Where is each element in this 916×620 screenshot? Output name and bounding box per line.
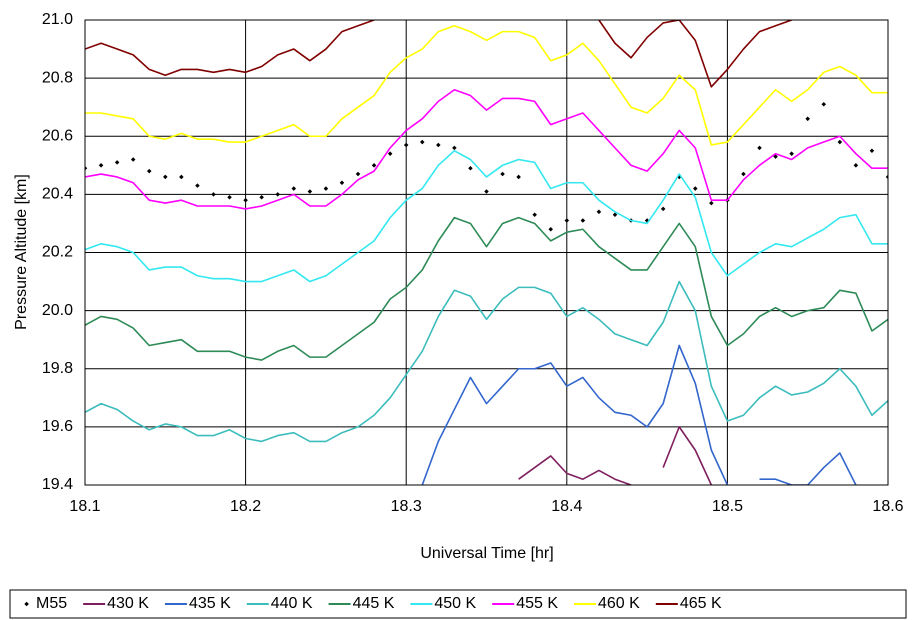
series-line <box>85 20 792 88</box>
series-line <box>421 344 857 485</box>
series-line <box>85 88 888 210</box>
y-tick-label: 20.8 <box>42 69 73 86</box>
marker <box>516 174 521 180</box>
y-tick-label: 19.8 <box>42 360 73 377</box>
y-axis-label: Pressure Altitude [km] <box>13 174 30 330</box>
marker <box>130 157 136 162</box>
marker <box>371 163 377 168</box>
marker <box>709 200 714 206</box>
marker <box>789 151 794 156</box>
marker <box>307 189 313 194</box>
marker <box>259 195 264 200</box>
series-line <box>85 25 888 146</box>
marker <box>548 226 554 232</box>
marker <box>355 171 361 177</box>
axes: 19.4 19.6 19.8 20.0 20.2 20.4 20.6 20.8 21.0 18.1… <box>42 11 904 515</box>
legend-label: 465 K <box>680 595 722 612</box>
series-line <box>85 280 888 443</box>
marker <box>403 142 409 148</box>
marker <box>243 197 248 203</box>
marker <box>163 174 168 180</box>
marker <box>869 148 875 154</box>
grid <box>84 19 889 486</box>
legend-box <box>9 589 907 619</box>
legend-label: 430 K <box>107 595 149 612</box>
legend-label: 435 K <box>189 595 231 612</box>
marker <box>596 209 602 215</box>
y-tick-label: 21.0 <box>42 11 73 28</box>
marker <box>419 139 425 145</box>
legend-label: M55 <box>36 595 67 612</box>
marker <box>564 218 570 223</box>
marker <box>821 102 827 107</box>
marker <box>741 171 746 177</box>
x-tick-label: 18.4 <box>551 498 582 515</box>
x-tick-label: 18.1 <box>69 498 100 515</box>
marker <box>500 171 505 177</box>
marker <box>468 165 473 171</box>
marker <box>275 192 280 197</box>
x-axis-label: Universal Time [hr] <box>420 545 553 562</box>
marker <box>387 151 393 156</box>
series-line <box>518 426 713 485</box>
marker <box>114 160 120 165</box>
marker <box>195 183 200 188</box>
marker <box>837 139 843 145</box>
marker <box>179 174 184 180</box>
marker <box>291 186 297 191</box>
legend: M55 430 K 435 K 440 K 445 K 450 K 455 K 460 K 46… <box>24 595 722 612</box>
marker <box>339 180 345 186</box>
y-tick-label: 20.6 <box>42 127 73 144</box>
marker <box>98 163 104 168</box>
legend-label: 450 K <box>434 595 476 612</box>
marker <box>211 192 216 197</box>
x-tick-label: 18.3 <box>391 498 422 515</box>
marker <box>885 174 888 180</box>
marker <box>805 116 810 122</box>
marker <box>532 212 537 217</box>
marker <box>757 145 762 151</box>
marker <box>580 218 586 223</box>
marker <box>452 145 457 151</box>
x-tick-label: 18.2 <box>230 498 261 515</box>
y-tick-label: 19.6 <box>42 418 73 435</box>
marker <box>853 163 859 168</box>
marker <box>660 206 666 212</box>
legend-label: 440 K <box>271 595 313 612</box>
marker <box>227 195 232 200</box>
plot-border <box>84 19 889 486</box>
marker <box>436 142 441 148</box>
legend-label: 455 K <box>516 595 558 612</box>
series-line <box>85 149 888 283</box>
x-tick-label: 18.5 <box>712 498 743 515</box>
marker <box>693 186 698 191</box>
legend-label: 445 K <box>353 595 395 612</box>
marker <box>146 168 152 174</box>
marker <box>484 189 489 194</box>
y-tick-label: 20.2 <box>42 244 73 261</box>
x-tick-label: 18.6 <box>872 498 903 515</box>
marker <box>323 186 329 191</box>
y-tick-label: 20.4 <box>42 186 73 203</box>
y-tick-label: 19.4 <box>42 476 73 493</box>
y-tick-label: 20.0 <box>42 302 73 319</box>
legend-label: 460 K <box>598 595 640 612</box>
series-line <box>85 216 888 361</box>
plot-area <box>85 20 888 485</box>
